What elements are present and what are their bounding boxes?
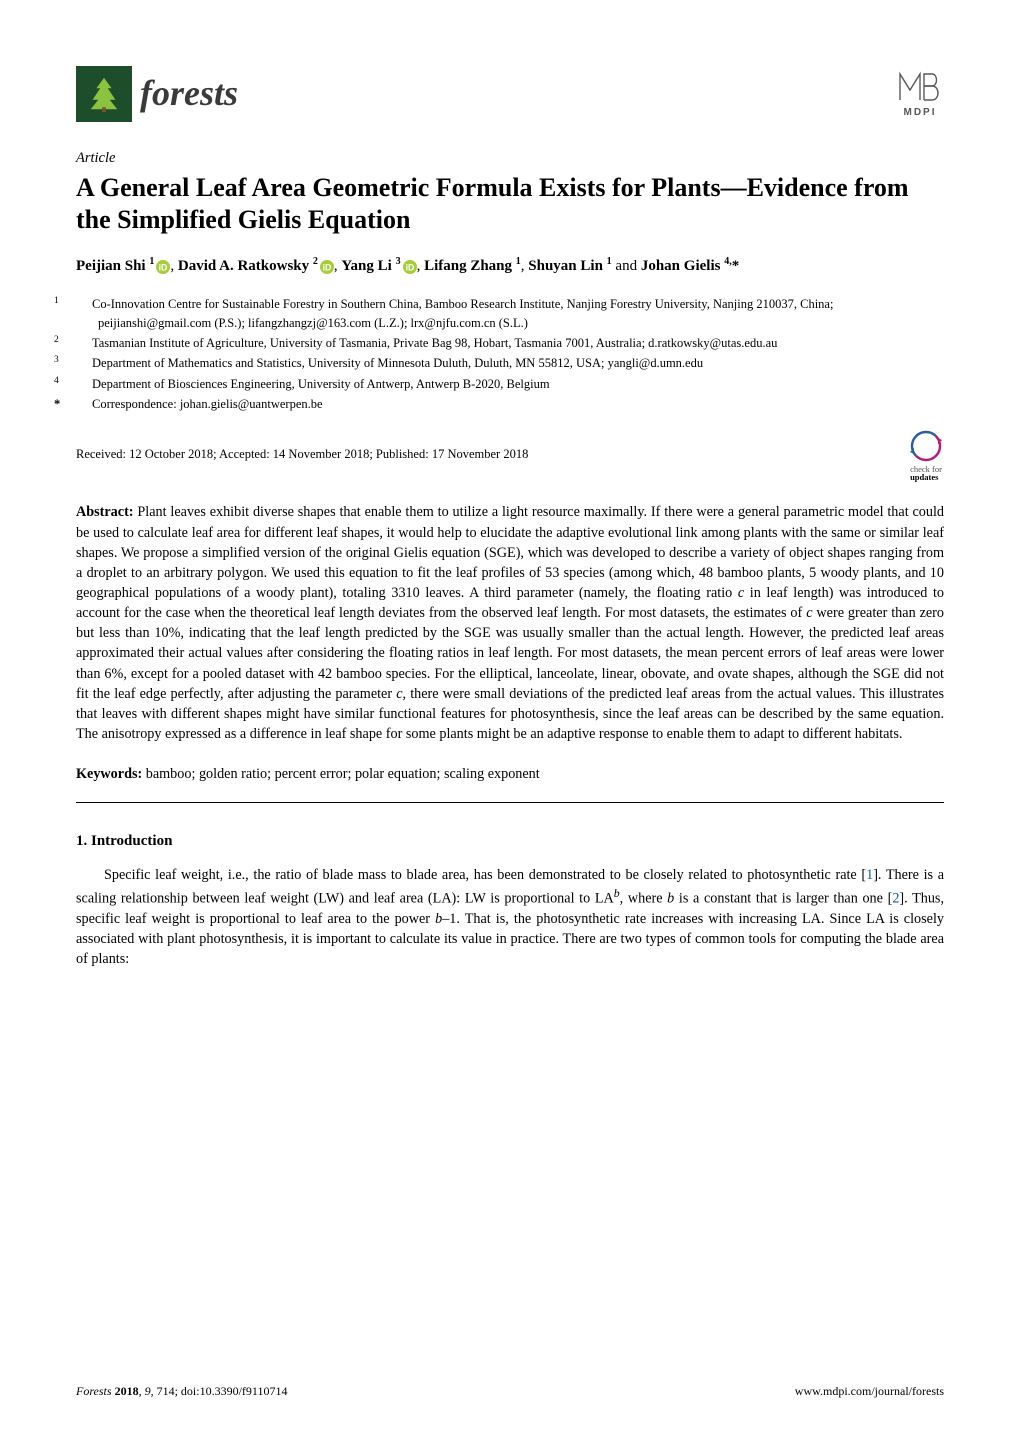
tree-icon bbox=[85, 75, 123, 113]
correspondence-item: *Correspondence: johan.gielis@uantwerpen… bbox=[98, 395, 944, 413]
check-updates-label: check forupdates bbox=[910, 465, 942, 483]
abstract: Abstract: Plant leaves exhibit diverse s… bbox=[76, 502, 944, 744]
orcid-icon: iD bbox=[403, 260, 417, 274]
affiliation-item: 2Tasmanian Institute of Agriculture, Uni… bbox=[98, 334, 944, 352]
check-updates-badge[interactable]: check forupdates bbox=[908, 428, 944, 483]
authors-line: Peijian Shi 1iD, David A. Ratkowsky 2iD,… bbox=[76, 255, 944, 277]
publisher-name: MDPI bbox=[904, 106, 937, 120]
intro-paragraph: Specific leaf weight, i.e., the ratio of… bbox=[76, 865, 944, 970]
footer-right: www.mdpi.com/journal/forests bbox=[795, 1383, 944, 1400]
affiliations-list: 1Co-Innovation Centre for Sustainable Fo… bbox=[98, 295, 944, 413]
mdpi-icon bbox=[896, 66, 944, 104]
article-title: A General Leaf Area Geometric Formula Ex… bbox=[76, 172, 944, 238]
svg-text:iD: iD bbox=[159, 262, 168, 272]
orcid-icon: iD bbox=[156, 260, 170, 274]
header: forests MDPI bbox=[76, 66, 944, 122]
keywords-label: Keywords: bbox=[76, 766, 142, 782]
page-footer: Forests 2018, 9, 714; doi:10.3390/f91107… bbox=[76, 1383, 944, 1400]
abstract-label: Abstract: bbox=[76, 504, 134, 520]
section-heading: 1. Introduction bbox=[76, 831, 944, 852]
publication-dates: Received: 12 October 2018; Accepted: 14 … bbox=[76, 446, 528, 464]
affiliation-item: 3Department of Mathematics and Statistic… bbox=[98, 354, 944, 372]
abstract-text: Plant leaves exhibit diverse shapes that… bbox=[76, 504, 944, 742]
keywords: Keywords: bamboo; golden ratio; percent … bbox=[76, 764, 944, 784]
journal-logo: forests bbox=[76, 66, 238, 122]
check-updates-icon bbox=[908, 428, 944, 464]
article-type-label: Article bbox=[76, 148, 944, 169]
divider bbox=[76, 802, 944, 803]
introduction-body: Specific leaf weight, i.e., the ratio of… bbox=[76, 865, 944, 970]
forests-logo-box bbox=[76, 66, 132, 122]
journal-name: forests bbox=[140, 68, 238, 119]
affiliation-item: 4Department of Biosciences Engineering, … bbox=[98, 375, 944, 393]
svg-text:iD: iD bbox=[323, 262, 332, 272]
dates-row: Received: 12 October 2018; Accepted: 14 … bbox=[76, 428, 944, 483]
orcid-icon: iD bbox=[320, 260, 334, 274]
keywords-text: bamboo; golden ratio; percent error; pol… bbox=[146, 766, 540, 782]
footer-left: Forests 2018, 9, 714; doi:10.3390/f91107… bbox=[76, 1383, 287, 1400]
svg-text:iD: iD bbox=[405, 262, 414, 272]
publisher-logo: MDPI bbox=[896, 66, 944, 120]
affiliation-item: 1Co-Innovation Centre for Sustainable Fo… bbox=[98, 295, 944, 332]
